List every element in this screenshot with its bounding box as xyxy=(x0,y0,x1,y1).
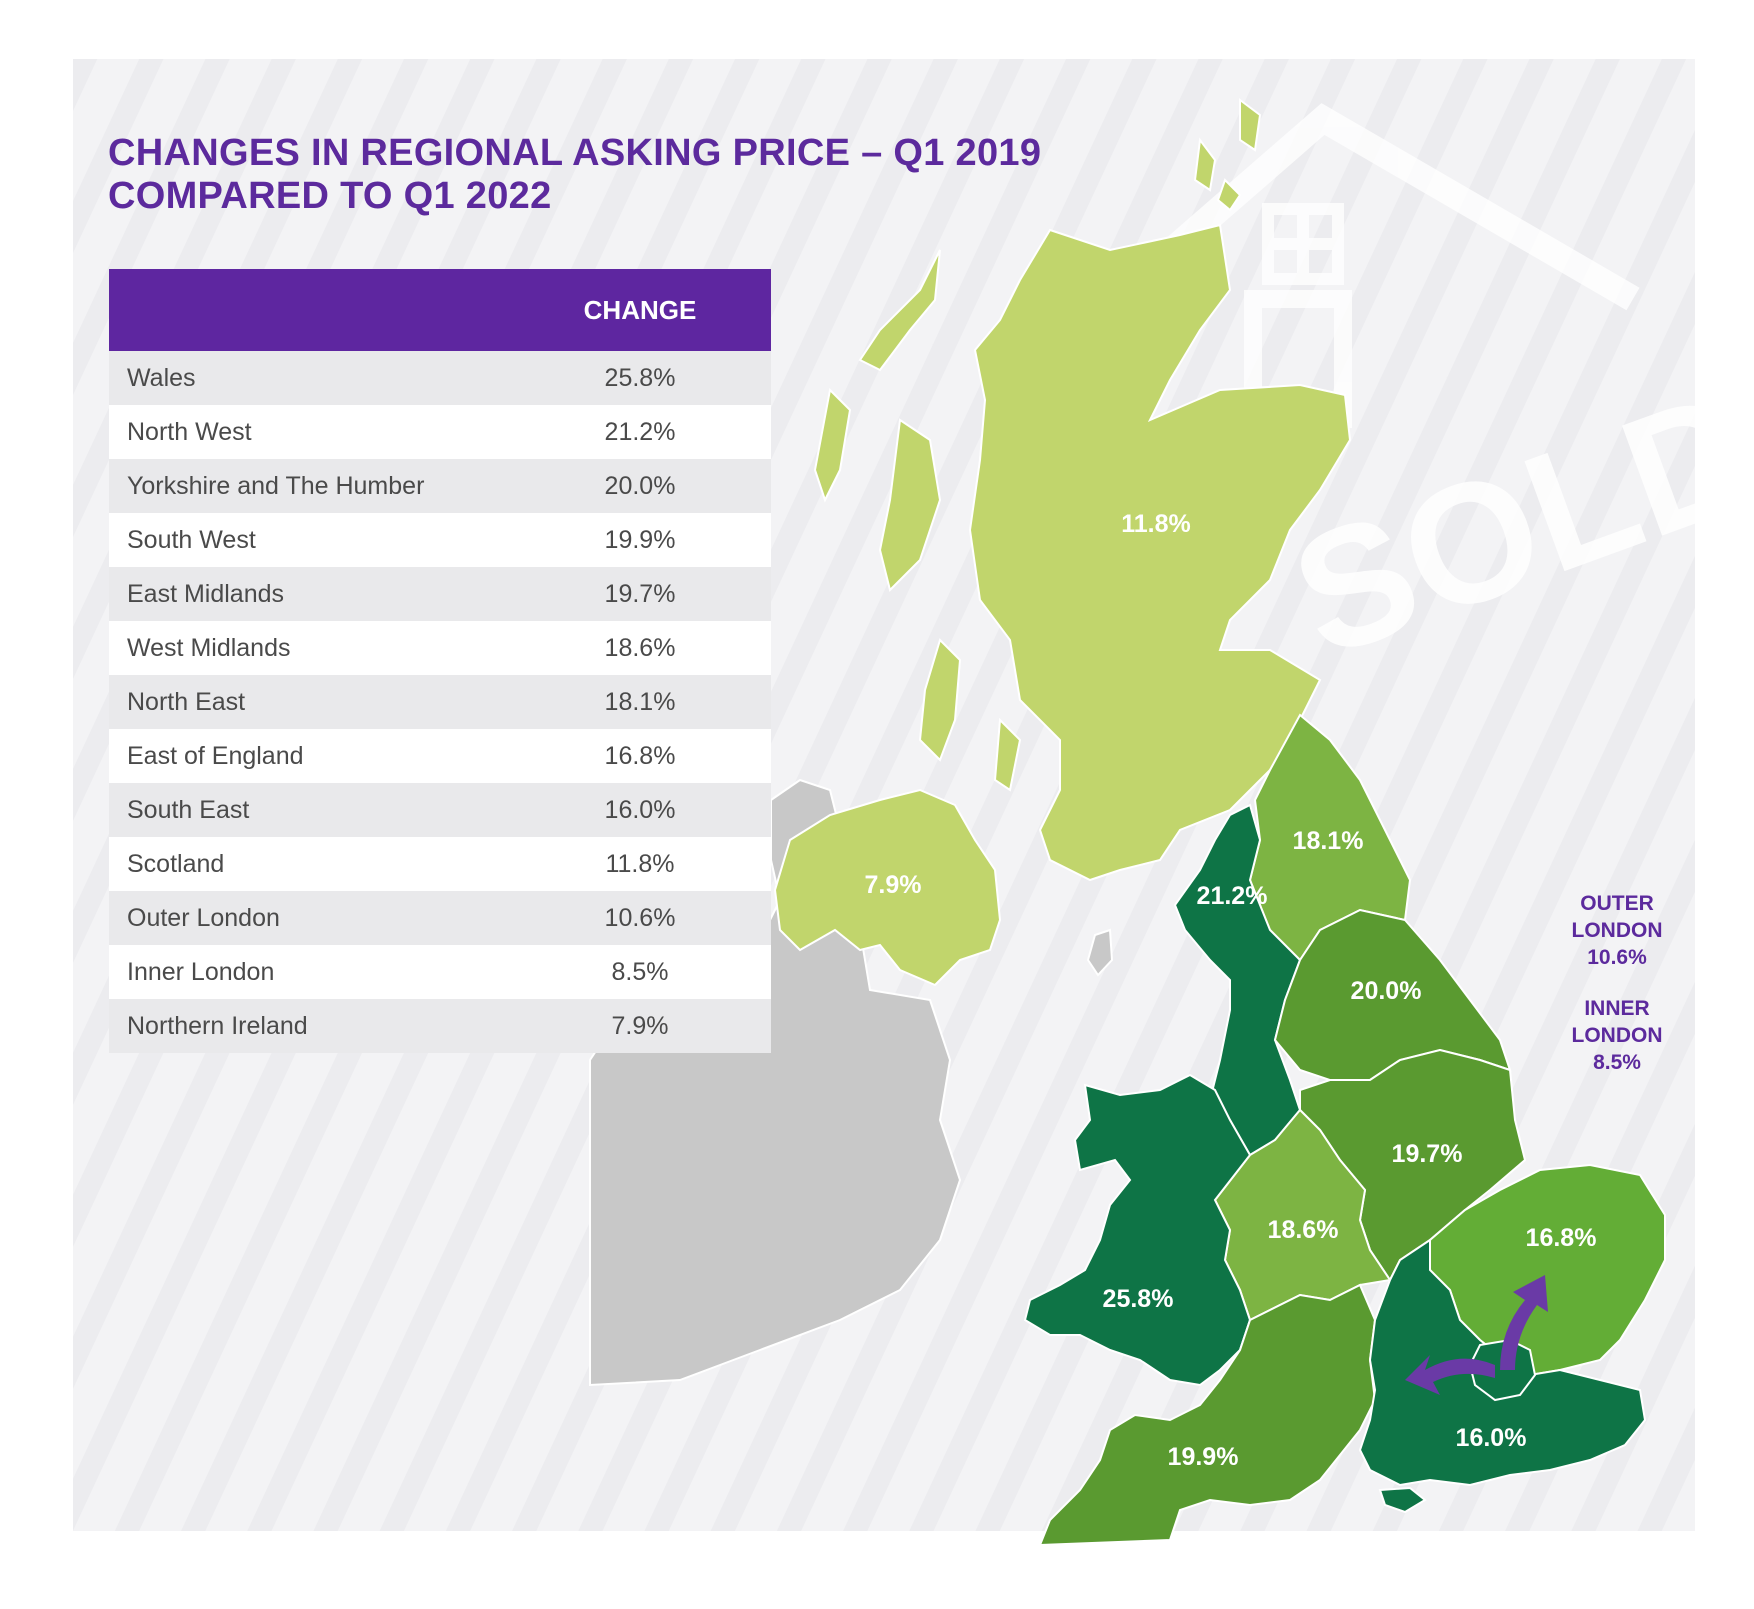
region-name: East Midlands xyxy=(109,567,509,621)
change-value: 11.8% xyxy=(509,837,771,891)
region-name: North West xyxy=(109,405,509,459)
change-value: 19.9% xyxy=(509,513,771,567)
inner-london-value: 8.5% xyxy=(1593,1051,1641,1074)
label-west-midlands: 18.6% xyxy=(1268,1216,1339,1244)
region-name: South West xyxy=(109,513,509,567)
label-yorkshire: 20.0% xyxy=(1351,977,1422,1005)
region-name: Scotland xyxy=(109,837,509,891)
table-row: Outer London 10.6% xyxy=(109,891,771,945)
regional-change-table: CHANGE Wales 25.8% North West 21.2% Yorksh… xyxy=(109,269,771,1053)
table-row: Yorkshire and The Humber 20.0% xyxy=(109,459,771,513)
table-row: West Midlands 18.6% xyxy=(109,621,771,675)
table-row: East of England 16.8% xyxy=(109,729,771,783)
region-name: West Midlands xyxy=(109,621,509,675)
region-northern-ireland xyxy=(773,788,1002,987)
inner-london-label: INNER LONDON 8.5% xyxy=(1547,995,1687,1076)
label-northern-ireland: 7.9% xyxy=(865,871,922,899)
table-header-row: CHANGE xyxy=(109,269,771,351)
region-name: Outer London xyxy=(109,891,509,945)
change-value: 20.0% xyxy=(509,459,771,513)
region-name: North East xyxy=(109,675,509,729)
page-title: CHANGES IN REGIONAL ASKING PRICE – Q1 20… xyxy=(108,132,1041,218)
title-line-1: CHANGES IN REGIONAL ASKING PRICE – Q1 20… xyxy=(108,132,1042,174)
region-name: Inner London xyxy=(109,945,509,999)
label-north-east: 18.1% xyxy=(1293,827,1364,855)
label-north-west: 21.2% xyxy=(1197,882,1268,910)
region-wales xyxy=(1023,1073,1252,1387)
change-value: 10.6% xyxy=(509,891,771,945)
table-row: North East 18.1% xyxy=(109,675,771,729)
table-row: East Midlands 19.7% xyxy=(109,567,771,621)
outer-london-arrow-icon xyxy=(1500,1275,1548,1370)
table-row: Northern Ireland 7.9% xyxy=(109,999,771,1053)
region-south-west xyxy=(1038,1283,1377,1547)
inner-london-arrow-icon xyxy=(1405,1355,1495,1395)
region-name: East of England xyxy=(109,729,509,783)
table-row: North West 21.2% xyxy=(109,405,771,459)
region-column-header xyxy=(109,269,509,351)
isle-of-wight xyxy=(1378,1486,1427,1514)
change-value: 18.1% xyxy=(509,675,771,729)
outer-london-label: OUTER LONDON 10.6% xyxy=(1547,890,1687,971)
table-row: Wales 25.8% xyxy=(109,351,771,405)
outer-london-line1: OUTER xyxy=(1580,892,1654,915)
change-value: 16.0% xyxy=(509,783,771,837)
outer-london-value: 10.6% xyxy=(1587,946,1647,969)
label-east-of-england: 16.8% xyxy=(1526,1224,1597,1252)
inner-london-line2: LONDON xyxy=(1571,1024,1663,1047)
table-row: South West 19.9% xyxy=(109,513,771,567)
region-orkney-shetland xyxy=(1193,98,1262,212)
label-wales: 25.8% xyxy=(1103,1285,1174,1313)
change-value: 8.5% xyxy=(509,945,771,999)
title-line-2: COMPARED TO Q1 2022 xyxy=(108,175,552,217)
table-row: Scotland 11.8% xyxy=(109,837,771,891)
change-value: 25.8% xyxy=(509,351,771,405)
label-south-east: 16.0% xyxy=(1456,1424,1527,1452)
region-scottish-isles-west xyxy=(813,249,1022,792)
change-value: 19.7% xyxy=(509,567,771,621)
change-value: 21.2% xyxy=(509,405,771,459)
london-arrows xyxy=(1405,1275,1548,1395)
region-name: Northern Ireland xyxy=(109,999,509,1053)
inner-london-line1: INNER xyxy=(1584,997,1650,1020)
label-east-midlands: 19.7% xyxy=(1392,1140,1463,1168)
change-column-header: CHANGE xyxy=(509,269,771,351)
outer-london-line2: LONDON xyxy=(1571,919,1663,942)
table-row: South East 16.0% xyxy=(109,783,771,837)
isle-of-man xyxy=(1086,928,1114,977)
region-name: South East xyxy=(109,783,509,837)
label-south-west: 19.9% xyxy=(1168,1443,1239,1471)
change-value: 7.9% xyxy=(509,999,771,1053)
region-name: Yorkshire and The Humber xyxy=(109,459,509,513)
label-scotland: 11.8% xyxy=(1121,510,1191,538)
region-name: Wales xyxy=(109,351,509,405)
change-value: 16.8% xyxy=(509,729,771,783)
change-value: 18.6% xyxy=(509,621,771,675)
table-row: Inner London 8.5% xyxy=(109,945,771,999)
